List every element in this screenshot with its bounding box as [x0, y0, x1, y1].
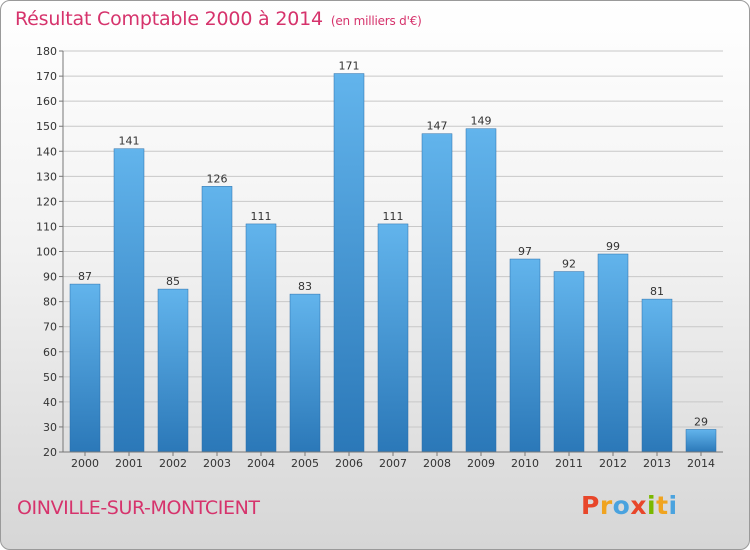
- x-tick-label-2009: 2009: [467, 457, 495, 470]
- y-tick-label: 180: [36, 45, 57, 58]
- y-tick-label: 70: [43, 321, 57, 334]
- y-tick-label: 160: [36, 95, 57, 108]
- logo-letter: x: [630, 491, 647, 520]
- y-tick-label: 170: [36, 70, 57, 83]
- y-tick-label: 50: [43, 371, 57, 384]
- logo-letter: r: [599, 491, 613, 520]
- chart-title: Résultat Comptable 2000 à 2014 (en millie…: [15, 8, 422, 30]
- logo-letter: i: [668, 491, 678, 520]
- bar-2008[interactable]: [421, 133, 453, 453]
- x-tick-label-2013: 2013: [643, 457, 671, 470]
- x-tick-label-2010: 2010: [511, 457, 539, 470]
- bar-2005[interactable]: [289, 293, 321, 453]
- y-tick-label: 110: [36, 220, 57, 233]
- x-tick-label-2005: 2005: [291, 457, 319, 470]
- value-label-2001: 141: [119, 135, 140, 148]
- y-tick-label: 150: [36, 120, 57, 133]
- logo-letter: o: [612, 491, 631, 520]
- y-tick-label: 60: [43, 346, 57, 359]
- x-tick-label-2008: 2008: [423, 457, 451, 470]
- value-label-2004: 111: [251, 210, 272, 223]
- value-label-2007: 111: [383, 210, 404, 223]
- bar-2009[interactable]: [465, 128, 497, 453]
- x-tick-label-2001: 2001: [115, 457, 143, 470]
- value-label-2012: 99: [606, 240, 620, 253]
- y-tick-label: 30: [43, 421, 57, 434]
- bar-2014[interactable]: [685, 429, 717, 453]
- bar-2010[interactable]: [509, 258, 541, 453]
- value-label-2003: 126: [207, 172, 228, 185]
- y-axis: 20 30 40 50 60 70 80 90 100 110 120 130 140 150 160 170…: [36, 45, 64, 459]
- value-label-2010: 97: [518, 245, 532, 258]
- logo-letter: P: [581, 491, 600, 520]
- y-tick-label: 20: [43, 446, 57, 459]
- y-tick-label: 40: [43, 396, 57, 409]
- bar-2011[interactable]: [553, 271, 585, 453]
- bar-2012[interactable]: [597, 253, 629, 453]
- value-label-2002: 85: [166, 275, 180, 288]
- x-tick-label-2014: 2014: [687, 457, 715, 470]
- value-label-2014: 29: [694, 415, 708, 428]
- y-tick-label: 130: [36, 170, 57, 183]
- y-tick-label: 80: [43, 296, 57, 309]
- y-tick-label: 90: [43, 271, 57, 284]
- y-tick-label: 100: [36, 246, 57, 259]
- bar-2004[interactable]: [245, 223, 277, 453]
- logo-letter: i: [647, 491, 657, 520]
- x-axis: 2000 2001 2002 2003 2004 2005 2006 2007 2008 2009…: [63, 451, 723, 470]
- bar-2003[interactable]: [201, 186, 233, 453]
- logo-letter: t: [656, 491, 669, 520]
- chart-subtitle: (en milliers d'€): [330, 14, 422, 28]
- bar-2006[interactable]: [333, 73, 365, 453]
- value-label-2009: 149: [471, 115, 492, 128]
- x-tick-label-2012: 2012: [599, 457, 627, 470]
- x-tick-label-2003: 2003: [203, 457, 231, 470]
- chart-title-text: Résultat Comptable 2000 à 2014: [15, 8, 323, 30]
- bar-2013[interactable]: [641, 298, 673, 453]
- x-tick-label-2006: 2006: [335, 457, 363, 470]
- y-tick-label: 140: [36, 145, 57, 158]
- value-label-2006: 171: [339, 60, 360, 73]
- proxiti-logo[interactable]: Proxiti: [581, 491, 678, 520]
- bars: 87 141 85 126 111 83 171 111 147 149 97 92 99 81 29: [69, 60, 717, 453]
- value-label-2005: 83: [298, 280, 312, 293]
- value-label-2011: 92: [562, 258, 576, 271]
- x-tick-label-2002: 2002: [159, 457, 187, 470]
- x-tick-label-2011: 2011: [555, 457, 583, 470]
- bar-2007[interactable]: [377, 223, 409, 453]
- value-label-2008: 147: [427, 120, 448, 133]
- x-tick-label-2000: 2000: [71, 457, 99, 470]
- commune-name: OINVILLE-SUR-MONTCIENT: [17, 497, 260, 519]
- bar-2002[interactable]: [157, 288, 189, 453]
- x-tick-label-2007: 2007: [379, 457, 407, 470]
- value-label-2000: 87: [78, 270, 92, 283]
- value-label-2013: 81: [650, 285, 664, 298]
- bar-2000[interactable]: [69, 283, 101, 453]
- x-tick-label-2004: 2004: [247, 457, 275, 470]
- y-tick-label: 120: [36, 195, 57, 208]
- bar-2001[interactable]: [113, 148, 145, 453]
